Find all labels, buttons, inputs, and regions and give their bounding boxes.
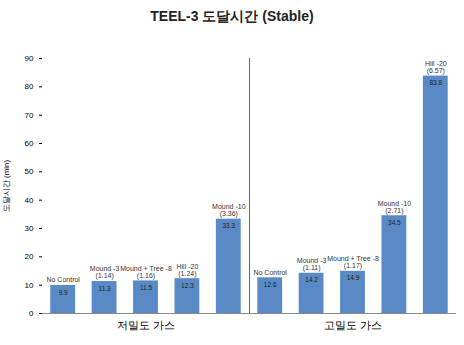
svg-text:Mound -10(3.36): Mound -10(3.36)	[212, 203, 246, 218]
svg-text:20: 20	[25, 252, 34, 261]
svg-text:50: 50	[25, 167, 34, 176]
html-text:TEEL-3 도달시간 (Stable): TEEL-3 도달시간 (Stable)	[150, 8, 314, 24]
svg-text:14.2: 14.2	[305, 276, 318, 283]
svg-text:14.9: 14.9	[347, 274, 360, 281]
svg-text:No Control: No Control	[253, 269, 287, 276]
svg-text:Mound + Tree -8(1.17): Mound + Tree -8(1.17)	[327, 255, 379, 270]
svg-text:10: 10	[25, 281, 34, 290]
svg-text:40: 40	[25, 196, 34, 205]
svg-text:Mound -10(2.71): Mound -10(2.71)	[378, 200, 412, 215]
svg-text:Hill -20(6.57): Hill -20(6.57)	[425, 60, 447, 75]
svg-text:No Control: No Control	[46, 276, 80, 283]
svg-text:34.5: 34.5	[388, 219, 401, 226]
svg-text:80: 80	[25, 82, 34, 91]
svg-text:12.6: 12.6	[264, 281, 277, 288]
svg-text:12.3: 12.3	[181, 282, 194, 289]
svg-text:90: 90	[25, 54, 34, 63]
svg-text:11.5: 11.5	[140, 284, 153, 291]
svg-text:도달시간 (min): 도달시간 (min)	[2, 159, 11, 212]
svg-text:저밀도 가스: 저밀도 가스	[117, 319, 175, 331]
svg-text:11.3: 11.3	[99, 285, 112, 292]
svg-text:Mound -3(1.11): Mound -3(1.11)	[297, 257, 327, 272]
svg-text:33.3: 33.3	[222, 222, 235, 229]
svg-text:Mound + Tree -8(1.16): Mound + Tree -8(1.16)	[120, 265, 172, 280]
svg-text:83.8: 83.8	[429, 79, 442, 86]
svg-text:30: 30	[25, 224, 34, 233]
svg-text:Mound -3(1.14): Mound -3(1.14)	[90, 265, 120, 280]
svg-text:Hill -20(1.24): Hill -20(1.24)	[177, 263, 199, 278]
svg-text:9.9: 9.9	[59, 289, 68, 296]
svg-text:70: 70	[25, 111, 34, 120]
svg-text:0: 0	[29, 309, 34, 318]
svg-text:고밀도 가스: 고밀도 가스	[324, 319, 382, 331]
svg-text:60: 60	[25, 139, 34, 148]
